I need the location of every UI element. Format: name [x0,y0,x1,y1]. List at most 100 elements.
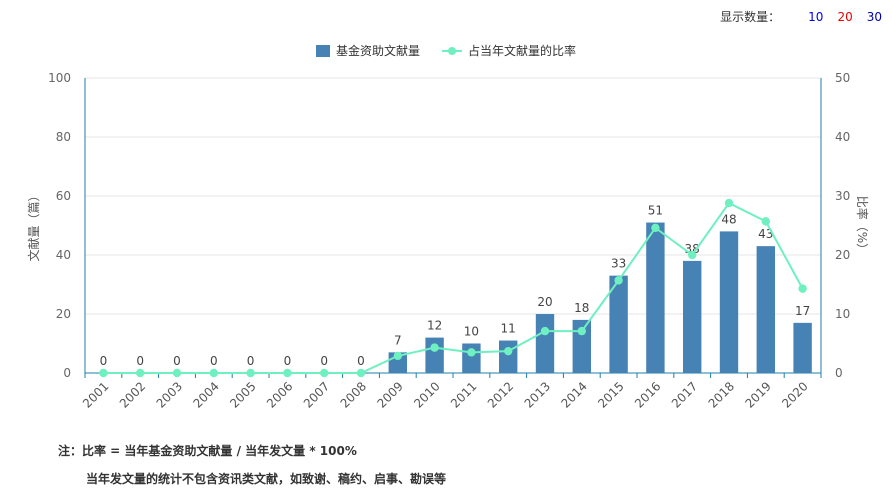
bar-value-label: 0 [136,354,144,368]
y-axis-title: 文献量（篇） [26,189,41,261]
x-tick-label: 2016 [632,379,663,410]
bar-value-label: 20 [537,295,552,309]
y2-tick-label: 30 [835,189,850,203]
bar-value-label: 17 [795,304,810,318]
ratio-point [577,326,586,336]
bar [719,231,739,373]
legend-line-label: 占当年文献量的比率 [468,44,577,58]
legend-bar-label: 基金资助文献量 [335,44,420,58]
bar-value-label: 0 [284,354,292,368]
bar-value-label: 18 [574,301,589,315]
bar-value-label: 48 [721,212,736,226]
x-tick-label: 2005 [227,379,258,410]
bar-value-label: 7 [394,333,402,347]
bar [756,246,775,373]
y2-tick-label: 10 [835,307,850,321]
y-tick-label: 60 [56,189,71,203]
x-tick-label: 2019 [742,379,773,410]
x-tick-label: 2012 [485,379,516,410]
display-count-label: 显示数量： [720,10,781,24]
bar-value-label: 10 [464,325,479,339]
bar [425,337,444,373]
bar-value-label: 11 [501,322,516,336]
y2-tick-label: 0 [835,366,843,380]
x-tick-label: 2015 [595,379,626,410]
x-tick-label: 2013 [522,379,553,410]
ratio-point [136,368,145,378]
ratio-point [99,368,108,378]
x-tick-label: 2011 [448,379,479,410]
ratio-point [504,346,513,356]
bar-value-label: 12 [427,319,442,333]
ratio-point [356,368,366,378]
chart-note-exclusion: 当年发文量的统计不包含资讯类文献，如致谢、稿约、启事、勘误等 [86,472,447,486]
bar-value-label: 0 [320,354,328,368]
display-count-option-30[interactable]: 30 [866,9,882,24]
x-tick-label: 2009 [374,379,405,410]
ratio-point [209,368,218,378]
x-tick-label: 2002 [117,379,148,410]
ratio-point [688,250,697,260]
x-tick-label: 2006 [264,379,295,410]
x-tick-label: 2008 [338,379,369,410]
ratio-point [172,368,182,378]
bar-value-label: 43 [758,227,773,241]
bar-value-label: 0 [173,354,181,368]
y2-tick-label: 20 [835,248,850,262]
legend-item-line-series[interactable]: 占当年文献量的比率 [442,42,576,59]
ratio-line [103,201,804,374]
y-tick-label: 40 [56,248,71,262]
legend-line-swatch [442,45,462,57]
bar-value-label: 0 [357,354,365,368]
x-tick-label: 2010 [411,379,442,410]
legend-bar-swatch [315,44,330,57]
y2-tick-label: 50 [835,71,850,85]
ratio-point [651,223,660,233]
ratio-point [467,348,476,357]
bar [462,343,481,373]
display-count-option-20[interactable]: 20 [837,9,853,24]
bar [683,260,702,373]
x-tick-label: 2017 [669,379,700,410]
x-tick-label: 2020 [779,379,810,410]
ratio-point [283,368,292,378]
ratio-point [246,368,255,378]
y-tick-label: 20 [56,307,71,321]
y-tick-label: 100 [48,71,71,85]
bar [535,314,555,373]
ratio-point [724,198,734,208]
bar-value-label: 0 [247,354,255,368]
ratio-point [430,343,439,352]
ratio-point [540,326,550,336]
display-count-control: 显示数量： 10 20 30 [720,8,882,25]
bar-value-label: 0 [210,354,218,368]
x-tick-label: 2014 [558,379,589,410]
x-tick-label: 2018 [706,379,737,410]
bar [793,322,812,373]
chart-legend: 基金资助文献量 占当年文献量的比率 [0,42,892,59]
x-tick-label: 2004 [190,379,221,410]
ratio-point [761,217,770,226]
y2-tick-label: 40 [835,130,850,144]
legend-item-bar-series[interactable]: 基金资助文献量 [315,42,420,59]
bar [646,222,665,373]
y-tick-label: 0 [63,366,71,380]
y-tick-label: 80 [56,130,71,144]
bar [609,275,628,373]
bar-value-label: 0 [100,354,108,368]
ratio-point [614,276,623,285]
bar [499,340,518,373]
x-tick-label: 2001 [80,379,111,410]
bar-value-label: 33 [611,257,626,271]
bar-value-label: 51 [648,204,663,218]
chart-note-ratio: 注：比率 = 当年基金资助文献量 / 当年发文量 * 100% [58,444,357,458]
bar [572,319,591,373]
x-tick-label: 2007 [301,379,332,410]
ratio-point [393,351,402,361]
y2-axis-title: 比率（%） [855,196,870,255]
ratio-point [320,368,329,378]
x-tick-label: 2003 [154,379,185,410]
display-count-option-10[interactable]: 10 [808,9,824,24]
ratio-point [798,284,807,293]
